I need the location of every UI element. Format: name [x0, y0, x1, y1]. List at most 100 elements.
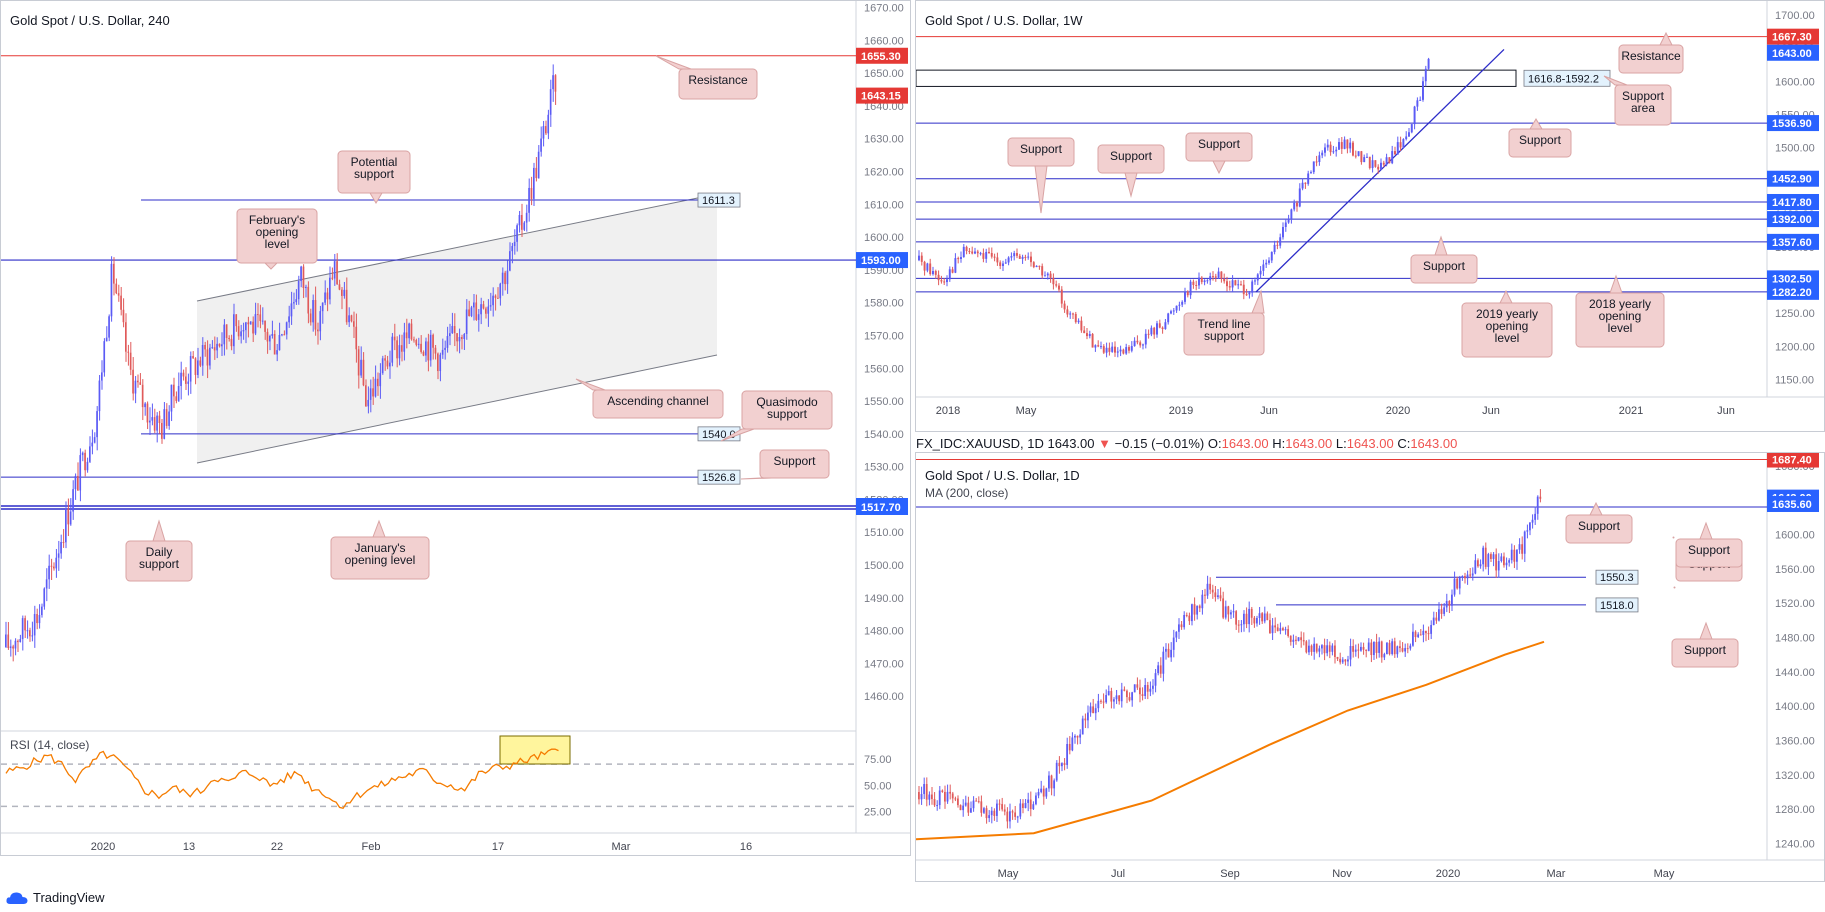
- candle-body: [175, 396, 178, 401]
- y-tick-label: 1570.00: [864, 330, 904, 342]
- x-tick-label: 2021: [1619, 405, 1643, 417]
- chart-panel-240[interactable]: Gold Spot / U.S. Dollar, 240 1670.00 1660…: [0, 0, 911, 856]
- candle-body: [1192, 281, 1195, 285]
- candle-body: [1487, 554, 1490, 567]
- chart-1d-svg[interactable]: 1680.001640.001600.001560.001520.001480.…: [916, 453, 1825, 882]
- candle-body: [1500, 556, 1503, 562]
- candle-body: [1161, 327, 1164, 330]
- candle-body: [192, 356, 194, 359]
- candle-body: [948, 269, 951, 280]
- candle-body: [432, 334, 434, 348]
- callout-pointer: [1529, 118, 1543, 130]
- candle-body: [441, 349, 444, 355]
- candle-body: [79, 455, 82, 491]
- candle-body: [1022, 803, 1024, 808]
- chart-1w-svg[interactable]: 1700.001650.001600.001550.001500.001450.…: [916, 1, 1825, 432]
- candle-body: [389, 362, 391, 367]
- candle-body: [1074, 735, 1076, 738]
- candle-body: [410, 323, 413, 340]
- candle-body: [1119, 349, 1122, 352]
- candle-body: [1044, 275, 1046, 277]
- callout-text: Support: [1110, 149, 1153, 163]
- candle-body: [1292, 639, 1295, 642]
- candle-body: [497, 297, 499, 299]
- chart-panel-1d[interactable]: Gold Spot / U.S. Dollar, 1D MA (200, clo…: [915, 452, 1825, 882]
- candle-body: [1240, 624, 1243, 626]
- candle-body: [1141, 694, 1144, 696]
- candle-body: [17, 640, 19, 643]
- ma-legend: MA (200, close): [925, 486, 1009, 500]
- candle-body: [1448, 600, 1451, 606]
- chart-240-svg[interactable]: 1670.001660.001650.001640.001630.001620.…: [1, 1, 911, 856]
- candle-body: [401, 345, 403, 352]
- callout-text: opening: [256, 225, 299, 239]
- candle-body: [437, 353, 439, 372]
- y-tick-label: 1400.00: [1775, 701, 1815, 713]
- candle-body: [1123, 689, 1126, 691]
- candle-body: [1422, 81, 1424, 100]
- price-label-tag: [856, 252, 908, 269]
- candle-body: [1440, 609, 1443, 614]
- candle-body: [489, 305, 492, 307]
- candle-body: [1128, 347, 1130, 351]
- x-tick-label: Jun: [1260, 405, 1278, 417]
- candle-body: [1422, 630, 1425, 635]
- candle-body: [1287, 218, 1290, 223]
- candle-body: [24, 618, 26, 631]
- candle-body: [1130, 346, 1133, 351]
- trend-line: [1255, 48, 1505, 293]
- tradingview-brand[interactable]: TradingView: [6, 890, 105, 905]
- candle-body: [84, 452, 86, 471]
- candle-body: [1424, 68, 1427, 82]
- candle-body: [1086, 333, 1088, 337]
- rsi-highlight-box: [499, 735, 571, 765]
- price-label-tag: [1767, 211, 1819, 228]
- candle-body: [257, 314, 259, 316]
- candle-body: [1482, 547, 1485, 565]
- candle-body: [134, 380, 137, 394]
- candle-body: [1354, 155, 1357, 157]
- candle-body: [1386, 642, 1388, 655]
- candle-body: [221, 344, 223, 347]
- candle-body: [1115, 695, 1118, 700]
- candle-body: [988, 251, 990, 254]
- callout-box: [1614, 84, 1672, 126]
- candle-body: [108, 316, 110, 338]
- candle-body: [1338, 142, 1340, 150]
- candle-body: [1097, 700, 1100, 709]
- candle-body: [1341, 659, 1344, 663]
- callout-text: support: [767, 407, 808, 421]
- low-value: 1643.00: [1346, 436, 1394, 451]
- candle-body: [350, 315, 353, 322]
- candle-body: [980, 801, 983, 813]
- candle-body: [245, 322, 247, 331]
- callout-text: Support: [1688, 543, 1731, 557]
- candle-body: [1223, 278, 1226, 282]
- candle-body: [1042, 788, 1045, 797]
- chart-panel-1w[interactable]: Gold Spot / U.S. Dollar, 1W 1700.001650.…: [915, 0, 1825, 432]
- callout-box: [1618, 44, 1684, 74]
- level-box: [1595, 597, 1639, 613]
- candle-body: [1191, 604, 1193, 622]
- candle-body: [506, 270, 509, 285]
- candle-body: [468, 309, 470, 316]
- candle-body: [1438, 609, 1440, 621]
- candle-body: [1149, 688, 1152, 692]
- candle-body: [1234, 280, 1237, 286]
- candle-body: [1269, 620, 1271, 634]
- candle-body: [122, 309, 125, 323]
- candle-body: [1016, 816, 1019, 818]
- candle-body: [194, 358, 197, 375]
- candle-body: [74, 475, 77, 490]
- x-tick-label: May: [998, 868, 1019, 880]
- candle-body: [1495, 554, 1498, 571]
- candle-body: [14, 640, 17, 649]
- candle-body: [247, 322, 250, 325]
- candle-body: [1300, 637, 1303, 641]
- candle-body: [923, 784, 926, 795]
- callout-text: Potential: [351, 155, 398, 169]
- candle-body: [1209, 583, 1212, 590]
- candle-body: [377, 378, 379, 387]
- candle-body: [1180, 624, 1183, 628]
